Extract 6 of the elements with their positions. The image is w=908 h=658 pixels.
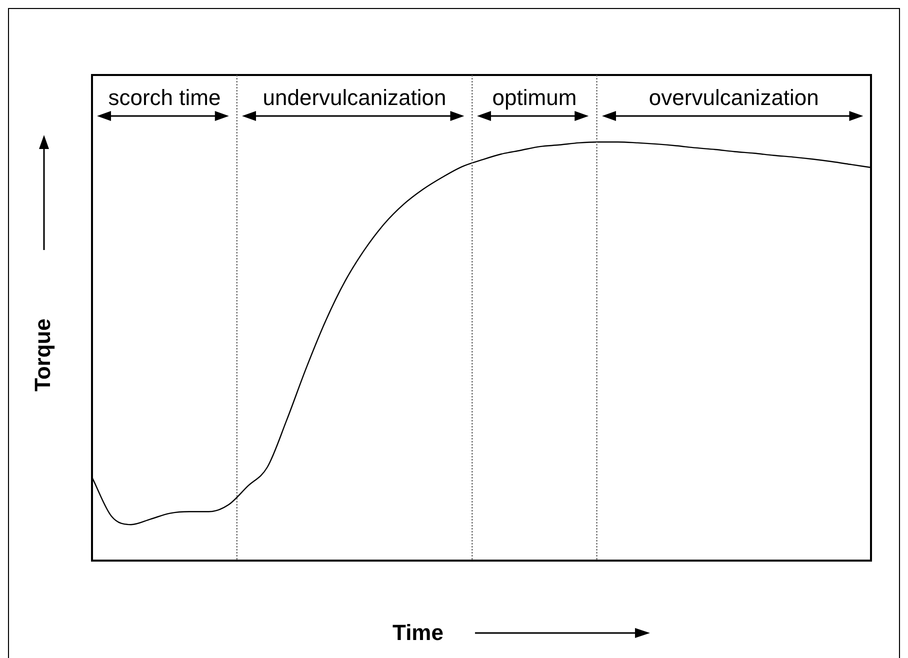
text: overvulcanization (648, 85, 819, 110)
text: optimum (492, 85, 577, 110)
text: undervulcanization (262, 85, 446, 110)
text: scorch time (108, 85, 221, 110)
x-axis-title: Time (392, 620, 444, 645)
y-axis-title: Torque (30, 318, 55, 392)
